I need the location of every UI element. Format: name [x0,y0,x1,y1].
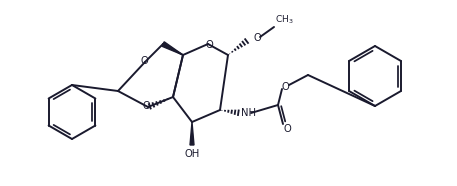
Polygon shape [190,122,194,145]
Text: O: O [205,40,213,50]
Polygon shape [162,42,183,55]
Text: OH: OH [184,149,200,159]
Text: O: O [142,101,150,111]
Text: CH$_3$: CH$_3$ [275,14,294,26]
Text: O: O [284,124,292,134]
Text: NH: NH [241,108,256,118]
Text: O: O [281,82,289,92]
Text: O: O [253,33,261,43]
Text: O: O [140,56,148,66]
